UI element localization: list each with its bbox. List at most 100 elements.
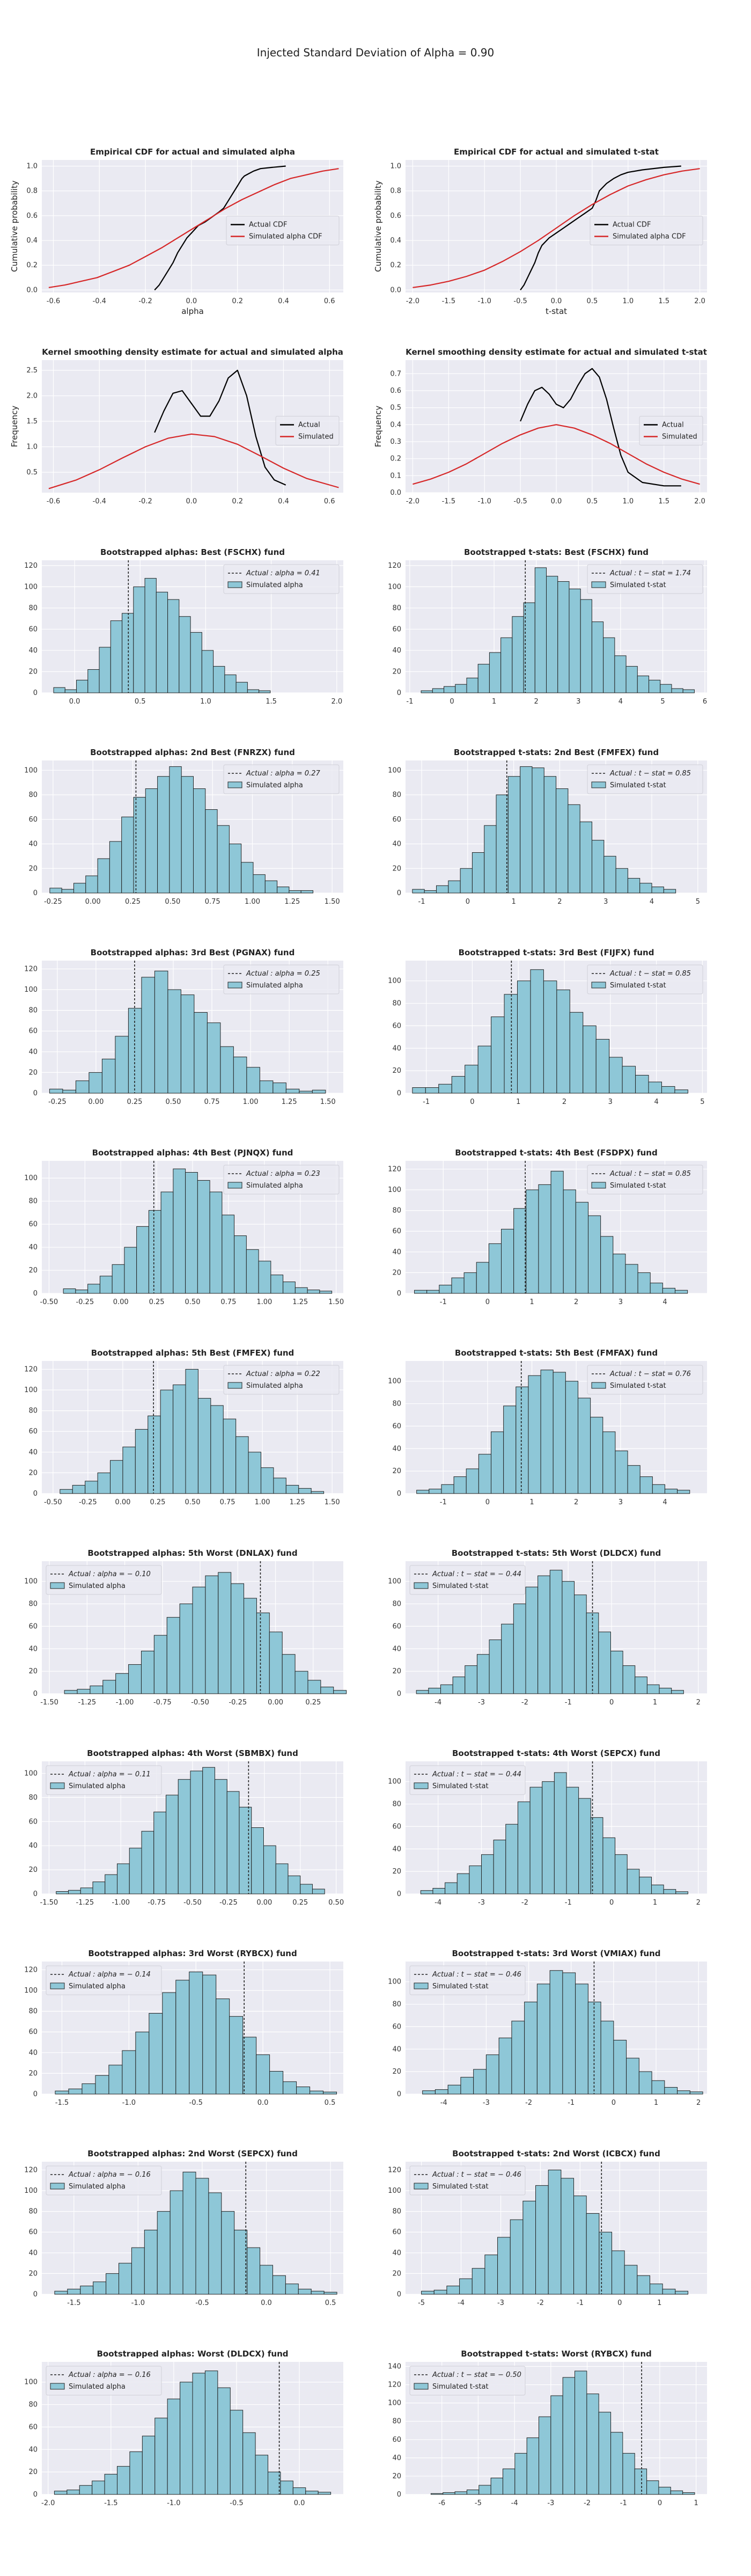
histogram-bar xyxy=(167,599,180,693)
x-tick-label: 0.0 xyxy=(261,2299,272,2307)
legend: Actual : t − stat = 0.76 Simulated t-stat xyxy=(587,1365,703,1395)
histogram-bar xyxy=(67,2288,81,2295)
histogram-bar xyxy=(534,567,547,693)
x-tick-label: 0 xyxy=(450,698,454,706)
y-tick-label: 80 xyxy=(28,1794,38,1802)
histogram-bar xyxy=(135,1429,149,1494)
y-tick-label: 100 xyxy=(388,1378,401,1386)
histogram-bar xyxy=(117,2466,130,2495)
x-tick-label: 3 xyxy=(619,1298,623,1306)
histogram-bar xyxy=(491,1016,505,1094)
x-tick-label: -0.25 xyxy=(219,1899,238,1907)
legend-swatch xyxy=(50,2183,65,2190)
legend-label: Actual xyxy=(662,421,684,429)
histogram-bar xyxy=(226,1791,240,1894)
y-tick-label: 100 xyxy=(388,1578,401,1586)
x-tick-label: 0 xyxy=(658,2499,662,2507)
histogram-bar xyxy=(246,1249,259,1294)
x-tick-label: 1.50 xyxy=(325,1498,340,1506)
histogram-bar xyxy=(216,1998,230,2095)
x-tick-label: 1.50 xyxy=(320,1098,336,1106)
x-tick-label: 1.0 xyxy=(622,297,634,305)
y-tick-label: 0 xyxy=(397,689,401,697)
legend-label: Simulated t-stat xyxy=(432,1582,489,1590)
legend-label: Actual : t − stat = − 0.50 xyxy=(432,2371,521,2379)
legend: Actual : alpha = 0.25 Simulated alpha xyxy=(223,964,340,994)
histogram-bar xyxy=(671,688,683,693)
y-tick-label: 0 xyxy=(33,1890,38,1898)
x-tick-label: 2 xyxy=(696,1899,701,1907)
chart-title: Bootstrapped t-stats: 5th Worst (DLDCX) … xyxy=(452,1548,661,1558)
x-tick-label: 0.50 xyxy=(165,898,180,906)
x-tick-label: -1 xyxy=(406,698,413,706)
x-tick-label: 2.0 xyxy=(331,698,342,706)
x-tick-label: 0.0 xyxy=(69,698,80,706)
y-tick-label: 20 xyxy=(392,668,401,676)
x-tick-label: -1.50 xyxy=(40,1899,58,1907)
histogram-bar xyxy=(68,2088,83,2095)
legend-label: Actual : t − stat = − 0.46 xyxy=(432,1971,521,1979)
x-tick-label: -0.5 xyxy=(513,497,527,506)
histogram-bar xyxy=(591,840,605,894)
histogram-bar xyxy=(485,2054,499,2095)
histogram-bar xyxy=(430,2493,444,2495)
y-tick-label: 120 xyxy=(388,1165,401,1173)
histogram-bar xyxy=(638,2071,652,2095)
x-tick-label: -1.5 xyxy=(67,2299,80,2307)
chart-panel: Bootstrapped alphas: 3rd Best (PGNAX) fu… xyxy=(24,948,343,1106)
y-tick-label: 0.2 xyxy=(26,261,38,269)
histogram-bar xyxy=(652,1484,665,1494)
histogram-bar xyxy=(651,887,664,894)
histogram-bar xyxy=(682,689,695,693)
legend-label: Actual : t − stat = 0.85 xyxy=(609,770,691,778)
legend-swatch xyxy=(414,1982,429,1989)
histogram-bar xyxy=(420,1890,433,1894)
histogram-bar xyxy=(49,888,62,894)
y-tick-label: 40 xyxy=(28,1842,38,1850)
histogram-bar xyxy=(195,2178,209,2295)
y-tick-label: 80 xyxy=(28,2208,38,2216)
chart-title: Kernel smoothing density estimate for ac… xyxy=(406,347,707,357)
legend-frame xyxy=(587,1165,703,1195)
x-tick-label: 1 xyxy=(529,1298,534,1306)
histogram-bar xyxy=(87,669,100,693)
y-tick-label: 60 xyxy=(28,2423,38,2431)
histogram-bar xyxy=(222,1214,235,1294)
x-tick-label: 0.00 xyxy=(88,1098,104,1106)
histogram-bar xyxy=(319,1291,333,1294)
histogram-bar xyxy=(144,2229,158,2295)
legend-frame xyxy=(223,964,340,994)
y-tick-label: 20 xyxy=(28,1469,38,1477)
histogram-bar xyxy=(269,1631,283,1694)
histogram-bar xyxy=(577,1397,591,1494)
histogram-bar xyxy=(75,1080,90,1094)
legend-frame xyxy=(409,2366,526,2396)
histogram-bar xyxy=(273,1477,286,1494)
legend-label: Simulated xyxy=(662,433,697,441)
legend-label: Actual : t − stat = 1.74 xyxy=(609,569,691,577)
histogram-bar xyxy=(148,1210,161,1294)
histogram-bar xyxy=(217,2387,231,2495)
legend-label: Simulated t-stat xyxy=(432,1982,489,1990)
histogram-bar xyxy=(472,2268,485,2295)
histogram-bar xyxy=(639,1476,653,1494)
y-tick-label: 1.0 xyxy=(26,163,38,171)
x-tick-label: 0.00 xyxy=(268,1699,283,1707)
legend-frame xyxy=(409,1765,526,1795)
y-tick-label: 0.2 xyxy=(390,455,401,463)
x-tick-label: 1.50 xyxy=(328,1298,344,1306)
histogram-bar xyxy=(64,689,77,693)
y-tick-label: 0 xyxy=(33,889,38,897)
histogram-bar xyxy=(217,825,230,894)
y-tick-label: 1.0 xyxy=(26,443,38,451)
histogram-bar xyxy=(562,2377,576,2495)
histogram-bar xyxy=(422,2090,436,2095)
y-tick-label: 40 xyxy=(28,1645,38,1653)
chart-title: Bootstrapped alphas: Worst (DLDCX) fund xyxy=(97,2349,288,2359)
y-tick-label: 2.5 xyxy=(26,367,38,375)
x-tick-label: 3 xyxy=(619,1498,623,1506)
histogram-bar xyxy=(412,889,425,894)
x-tick-label: -1.5 xyxy=(104,2499,117,2507)
x-tick-label: 1.5 xyxy=(266,698,277,706)
x-tick-label: 1.0 xyxy=(200,698,211,706)
